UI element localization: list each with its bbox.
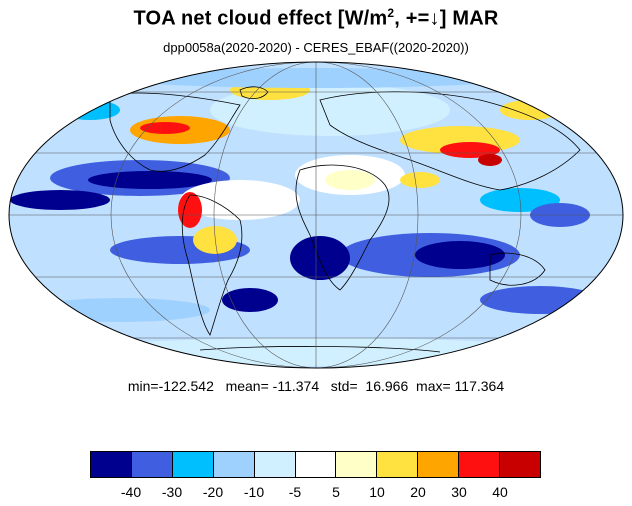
map-field: [9, 62, 623, 368]
colorbar-tick-label: 40: [492, 484, 508, 500]
colorbar-tick-label: -30: [161, 484, 183, 500]
min-value: -122.542: [158, 378, 214, 394]
colorbar-tick-label: -20: [202, 484, 224, 500]
colorbar: [90, 451, 541, 478]
colorbar-tick-label: 10: [369, 484, 385, 500]
mean-label: mean=: [225, 378, 269, 394]
map-border: [8, 61, 624, 369]
title-prefix: TOA net cloud effect [W/m: [133, 7, 388, 30]
colorbar-tick-label: 30: [451, 484, 467, 500]
colorbar-swatch: [418, 452, 460, 477]
colorbar-tick-label: -40: [120, 484, 142, 500]
colorbar-swatch: [172, 452, 214, 477]
colorbar-tick-label: -5: [288, 484, 302, 500]
colorbar-swatch: [91, 452, 132, 477]
title-suffix: , +=↓] MAR: [394, 7, 499, 30]
std-value: 16.966: [365, 378, 409, 394]
title-superscript: 2: [387, 6, 395, 20]
colorbar-tick-label: 20: [410, 484, 426, 500]
colorbar-swatch: [213, 452, 255, 477]
max-label: max=: [416, 378, 451, 394]
colorbar-swatch: [500, 452, 540, 477]
colorbar-tick-label: -10: [243, 484, 265, 500]
coastlines: [109, 86, 581, 353]
colorbar-swatch: [459, 452, 501, 477]
colorbar-swatch: [295, 452, 337, 477]
max-value: 117.364: [454, 378, 505, 394]
statistics-line: min=-122.542 mean= -11.374 std= 16.966 m…: [0, 378, 632, 394]
colorbar-swatch: [254, 452, 296, 477]
colorbar-tick-label: 5: [332, 484, 340, 500]
std-label: std=: [330, 378, 358, 394]
graticule: [9, 62, 623, 368]
mean-value: -11.374: [272, 378, 320, 394]
colorbar-swatch: [131, 452, 173, 477]
chart-title: TOA net cloud effect [W/m2, +=↓] MAR: [0, 6, 632, 31]
colorbar-swatch: [377, 452, 419, 477]
colorbar-swatch: [336, 452, 378, 477]
min-label: min=: [127, 378, 159, 394]
colorbar-ticks: -40 -30 -20 -10 -5 5 10 20 30 40: [0, 484, 632, 504]
chart-subtitle: dpp0058a(2020-2020) - CERES_EBAF((2020-2…: [163, 40, 469, 55]
